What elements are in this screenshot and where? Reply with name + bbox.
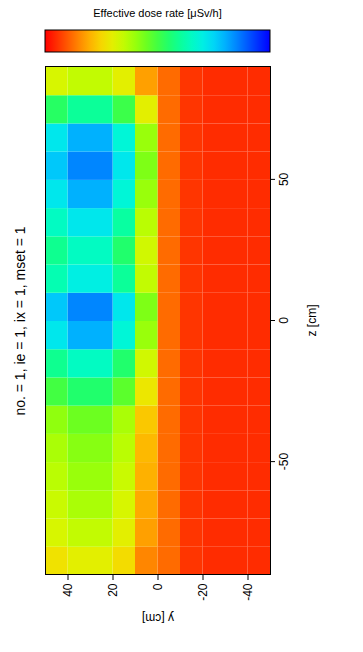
svg-text:y [cm]: y [cm] xyxy=(142,611,174,625)
svg-text:0: 0 xyxy=(151,583,165,590)
svg-text:0: 0 xyxy=(277,317,291,324)
svg-text:-50: -50 xyxy=(277,453,291,471)
svg-text:Effective dose rate [μSv/h]: Effective dose rate [μSv/h] xyxy=(93,7,221,19)
svg-text:20: 20 xyxy=(106,583,120,597)
svg-text:50: 50 xyxy=(277,172,291,186)
svg-text:-20: -20 xyxy=(196,583,210,601)
html-text:no. = 1, ie = 1, ix = 1, mset: no. = 1, ie = 1, ix = 1, mset = 1 xyxy=(12,226,28,416)
svg-text:z [cm]: z [cm] xyxy=(305,305,319,337)
svg-text:-40: -40 xyxy=(241,583,255,601)
svg-text:40: 40 xyxy=(61,583,75,597)
